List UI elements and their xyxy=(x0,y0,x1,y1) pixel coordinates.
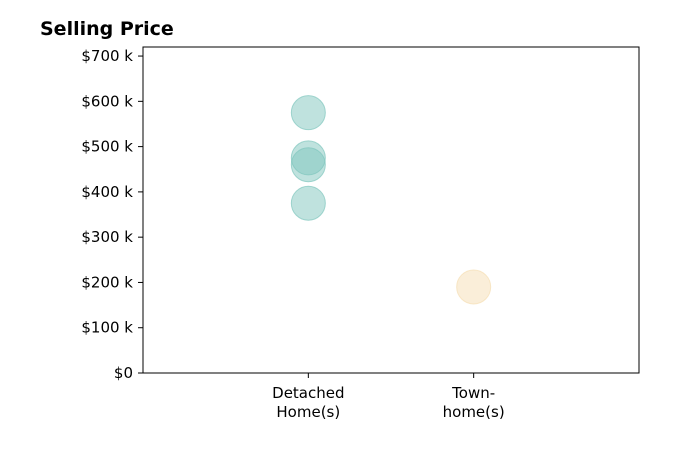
data-point xyxy=(290,185,326,221)
plot-frame xyxy=(142,46,640,374)
x-tick-label: Town-home(s) xyxy=(443,384,505,421)
data-point xyxy=(456,269,492,305)
y-tick-label: $200 k xyxy=(81,273,133,291)
y-tick-label: $400 k xyxy=(81,183,133,201)
y-tick-label: $0 xyxy=(114,364,133,382)
data-point xyxy=(290,95,326,131)
data-point xyxy=(290,147,326,183)
x-tick-label: Detached Home(s) xyxy=(272,384,344,421)
chart-title: Selling Price xyxy=(40,18,174,40)
plot-area: $0 $100 k $200 k $300 k $400 k $500 k $600 k $7… xyxy=(81,46,640,421)
y-tick-label: $300 k xyxy=(81,228,133,246)
y-tick-label: $500 k xyxy=(81,138,133,156)
y-tick-label: $600 k xyxy=(81,92,133,110)
y-tick-label: $100 k xyxy=(81,319,133,337)
y-tick-label: $700 k xyxy=(81,47,133,65)
